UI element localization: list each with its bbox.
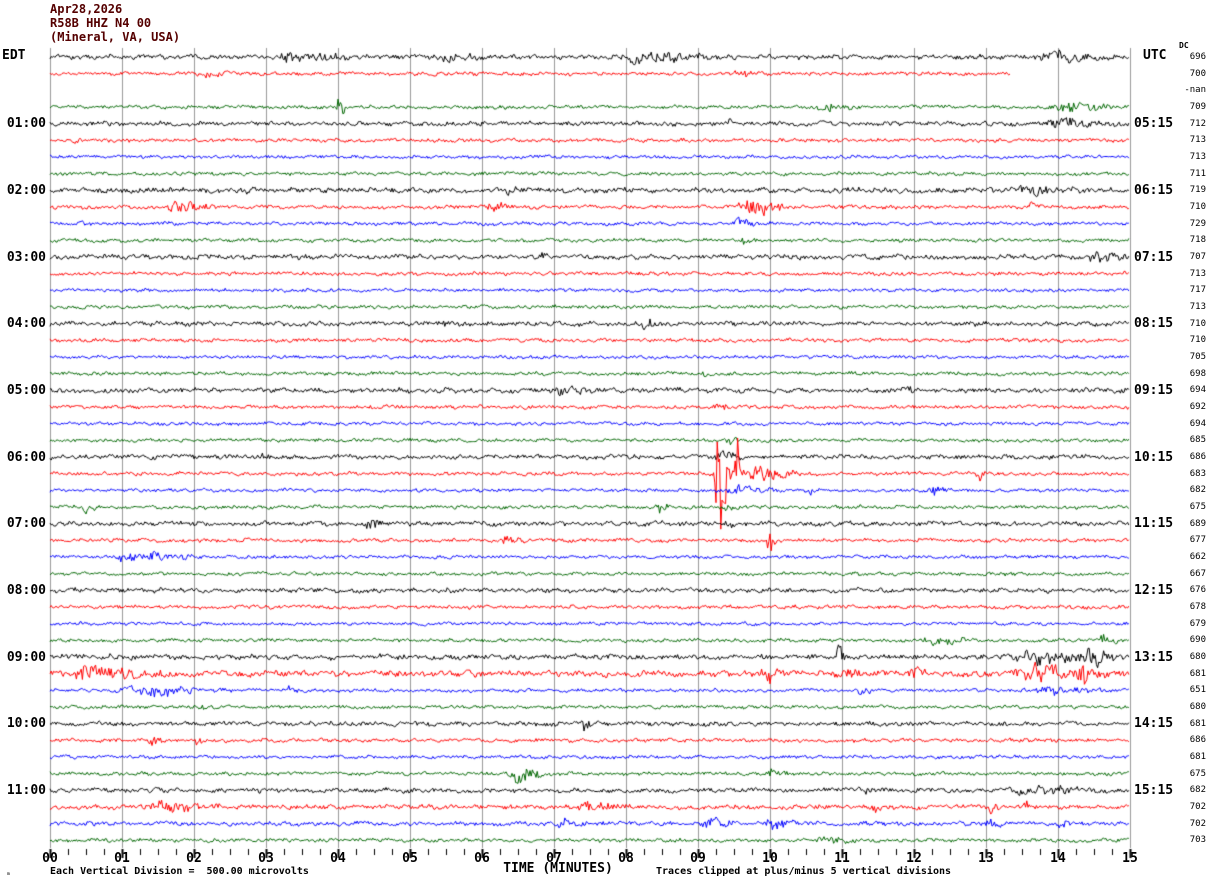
x-tick-label: 12 — [906, 851, 922, 866]
dc-value: 710 — [1189, 318, 1206, 329]
dc-value: 698 — [1189, 368, 1206, 379]
dc-value: 682 — [1189, 485, 1206, 496]
dc-value: 711 — [1189, 168, 1206, 179]
dc-value: 690 — [1189, 635, 1206, 646]
dc-value: 681 — [1189, 752, 1206, 762]
dc-value: 683 — [1189, 468, 1206, 479]
dc-value: 709 — [1189, 102, 1206, 112]
left-hour-label: 02:00 — [6, 182, 46, 198]
x-tick-label: 14 — [1050, 851, 1066, 866]
right-hour-label: 06:15 — [1134, 182, 1174, 198]
dc-value: 651 — [1189, 685, 1206, 696]
dc-value: 686 — [1189, 452, 1206, 462]
x-tick-label: 09 — [690, 851, 706, 866]
dc-value: 713 — [1189, 152, 1206, 162]
left-hour-label: 09:00 — [6, 649, 46, 665]
left-hour-label: 07:00 — [6, 516, 46, 532]
dc-value: 713 — [1189, 302, 1206, 312]
header-station-code: R58B HHZ N4 00 — [50, 16, 152, 30]
x-tick-label: 10 — [762, 851, 778, 866]
right-hour-label: 05:15 — [1134, 116, 1174, 132]
x-tick-label: 06 — [474, 851, 490, 866]
dc-value: -nan — [1184, 85, 1206, 96]
left-hour-label: 10:00 — [6, 716, 46, 732]
x-axis-title: TIME (MINUTES) — [503, 861, 613, 876]
dc-value: 676 — [1189, 585, 1206, 596]
x-tick-label: 04 — [330, 851, 346, 866]
right-hour-label: 10:15 — [1134, 449, 1174, 465]
header-date: Apr28,2026 — [50, 2, 123, 16]
x-tick-label: 02 — [186, 851, 202, 866]
dc-value: 718 — [1189, 235, 1206, 246]
x-tick-label: 11 — [834, 851, 850, 866]
x-tick-label: 03 — [258, 851, 274, 866]
dc-value: 713 — [1189, 268, 1206, 279]
dc-value: 713 — [1189, 135, 1206, 146]
dc-value: 696 — [1189, 52, 1206, 62]
dc-value: 667 — [1189, 568, 1206, 579]
dc-value: 689 — [1189, 518, 1206, 529]
dc-value: 703 — [1189, 835, 1206, 846]
dc-value: 679 — [1189, 618, 1206, 629]
dc-value: 702 — [1189, 802, 1206, 812]
dc-value: 700 — [1189, 68, 1206, 79]
dc-value: 692 — [1189, 402, 1206, 412]
dc-value: 729 — [1189, 218, 1206, 229]
scale-mini-marker: ₘ — [6, 868, 11, 877]
left-hour-label: 04:00 — [6, 316, 46, 332]
x-tick-label: 15 — [1122, 851, 1138, 866]
dc-value: 705 — [1189, 352, 1206, 362]
dc-value: 702 — [1189, 818, 1206, 829]
dc-value: 675 — [1189, 502, 1206, 512]
left-hour-label: 03:00 — [6, 249, 46, 265]
dc-value: 685 — [1189, 435, 1206, 446]
right-hour-label: 08:15 — [1134, 316, 1174, 332]
x-tick-label: 08 — [618, 851, 634, 866]
right-hour-label: 14:15 — [1134, 716, 1174, 732]
header-station-location: (Mineral, VA, USA) — [50, 30, 181, 44]
x-tick-label: 01 — [114, 851, 130, 866]
right-hour-label: 07:15 — [1134, 249, 1174, 265]
right-hour-label: 09:15 — [1134, 382, 1174, 398]
left-hour-label: 08:00 — [6, 582, 46, 598]
x-tick-label: 00 — [42, 851, 58, 866]
dc-value: 710 — [1189, 202, 1206, 212]
dc-value: 678 — [1189, 602, 1206, 612]
dc-value: 717 — [1189, 285, 1206, 296]
dc-value: 712 — [1189, 118, 1206, 129]
dc-value: 675 — [1189, 768, 1206, 779]
left-hour-label: 05:00 — [6, 382, 46, 398]
right-hour-label: 13:15 — [1134, 649, 1174, 665]
left-hour-label: 06:00 — [6, 449, 46, 465]
dc-value: 719 — [1189, 185, 1206, 196]
dc-value: 707 — [1189, 252, 1206, 262]
clip-note: Traces clipped at plus/minus 5 vertical … — [656, 866, 952, 877]
x-tick-label: 13 — [978, 851, 994, 866]
dc-value: 662 — [1189, 552, 1206, 562]
dc-value: 694 — [1189, 418, 1206, 429]
dc-value: 681 — [1189, 718, 1206, 729]
x-tick-label: 05 — [402, 851, 418, 866]
left-hour-label: 11:00 — [6, 782, 46, 798]
vertical-scale-note: Each Vertical Division = 500.00 microvol… — [50, 866, 309, 877]
dc-value: 710 — [1189, 335, 1206, 346]
dc-value: 681 — [1189, 668, 1206, 679]
left-hour-label: 01:00 — [6, 116, 46, 132]
x-tick-label: 07 — [546, 851, 562, 866]
dc-value: 694 — [1189, 385, 1206, 396]
right-hour-label: 12:15 — [1134, 582, 1174, 598]
dc-value: 682 — [1189, 785, 1206, 796]
dc-value: 680 — [1189, 652, 1206, 662]
right-timezone-label: UTC — [1143, 48, 1167, 63]
dc-column-header: DC — [1179, 41, 1189, 50]
right-hour-label: 11:15 — [1134, 516, 1174, 532]
dc-value: 680 — [1189, 702, 1206, 712]
left-timezone-label: EDT — [2, 48, 26, 63]
right-hour-label: 15:15 — [1134, 782, 1174, 798]
dc-value: 677 — [1189, 535, 1206, 546]
dc-value: 686 — [1189, 735, 1206, 746]
